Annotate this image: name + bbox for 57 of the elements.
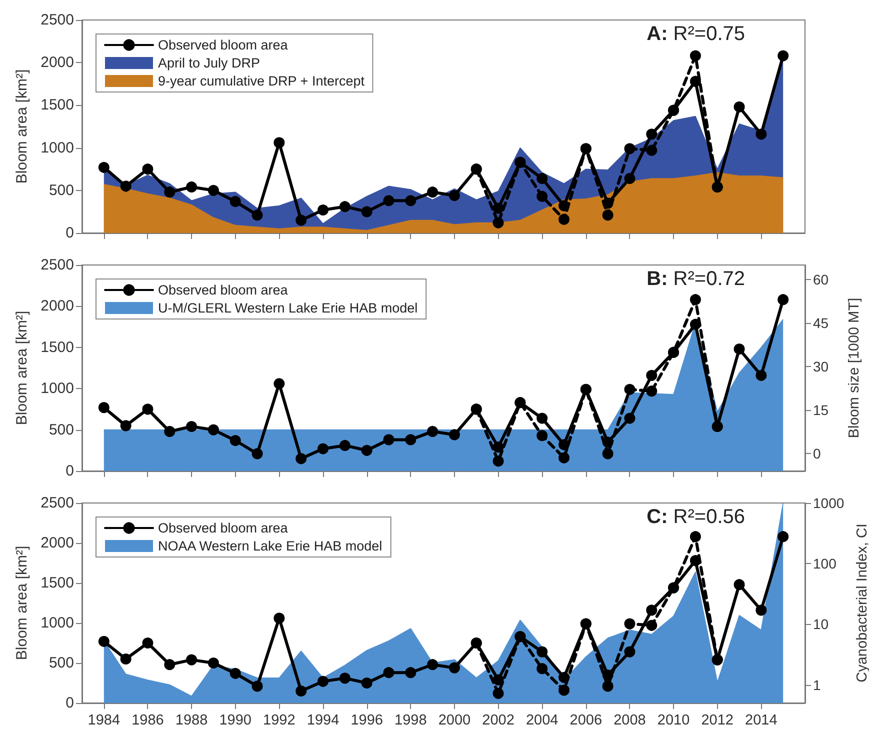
legend-label: NOAA Western Lake Erie HAB model [158, 538, 382, 554]
x-tick-label: 2010 [657, 712, 690, 728]
annotation: C: R²=0.56 [646, 506, 745, 528]
x-tick-label: 1992 [263, 712, 296, 728]
legend-label: Observed bloom area [158, 520, 288, 536]
legend-label: 9-year cumulative DRP + Intercept [158, 74, 365, 88]
y2-tick-label: 60 [813, 272, 829, 288]
y-tick-label: 1000 [40, 380, 74, 398]
x-tick-label: 1990 [219, 712, 252, 728]
annotation: B: R²=0.72 [646, 268, 745, 290]
x-tick-label: 2008 [614, 712, 646, 728]
y-tick-label: 1000 [40, 614, 74, 632]
legend-label: April to July DRP [158, 56, 260, 70]
y2-tick-label: 10 [813, 616, 829, 632]
x-tick-label: 2014 [745, 712, 778, 728]
y-tick-label: 1500 [40, 574, 74, 592]
legend-label: U-M/GLERL Western Lake Erie HAB model [158, 300, 418, 316]
y-tick-label: 2000 [40, 298, 74, 315]
y-axis-title: Bloom area [km²] [14, 546, 31, 660]
y-tick-label: 2500 [40, 256, 74, 274]
x-tick-label: 1986 [132, 712, 164, 728]
y-tick-label: 2500 [40, 494, 74, 512]
y2-axis-title: Bloom size [1000 MT] [846, 298, 862, 438]
y-tick-label: 500 [48, 421, 74, 438]
y2-tick-label: 45 [813, 315, 829, 332]
y-tick-label: 0 [66, 694, 74, 712]
x-tick-label: 1988 [175, 712, 208, 728]
y2-tick-label: 1 [813, 676, 821, 693]
x-tick-label: 1984 [88, 712, 120, 728]
y2-tick-label: 0 [813, 446, 821, 462]
y2-tick-label: 30 [813, 358, 829, 375]
y2-tick-label: 100 [813, 556, 837, 572]
annotation: A: R²=0.75 [646, 23, 745, 45]
y-tick-label: 500 [48, 654, 74, 672]
legend-label: Observed bloom area [158, 282, 288, 298]
x-tick-label: 1994 [306, 712, 340, 728]
y-tick-label: 500 [48, 182, 74, 199]
y2-tick-label: 15 [813, 402, 829, 418]
x-tick-label: 2002 [482, 712, 514, 728]
y-tick-label: 2000 [40, 54, 74, 72]
y-tick-label: 2500 [40, 12, 74, 28]
x-tick-label: 2006 [570, 712, 602, 728]
y-tick-label: 1500 [40, 96, 74, 114]
x-tick-label: 1998 [394, 712, 427, 728]
y2-tick-label: 1000 [813, 495, 844, 511]
x-tick-label: 2012 [701, 712, 734, 728]
y-tick-label: 0 [66, 462, 74, 480]
y-axis-title: Bloom area [km²] [14, 310, 31, 426]
y-tick-label: 0 [66, 224, 74, 242]
x-tick-label: 1996 [350, 712, 383, 728]
x-tick-label: 2004 [526, 712, 558, 728]
y-tick-label: 1000 [40, 139, 74, 156]
y-tick-label: 2000 [40, 534, 74, 552]
y-axis-title: Bloom area [km²] [14, 69, 31, 184]
x-tick-label: 2000 [438, 712, 471, 728]
legend-label: Observed bloom area [158, 38, 288, 52]
y-tick-label: 1500 [40, 338, 74, 356]
